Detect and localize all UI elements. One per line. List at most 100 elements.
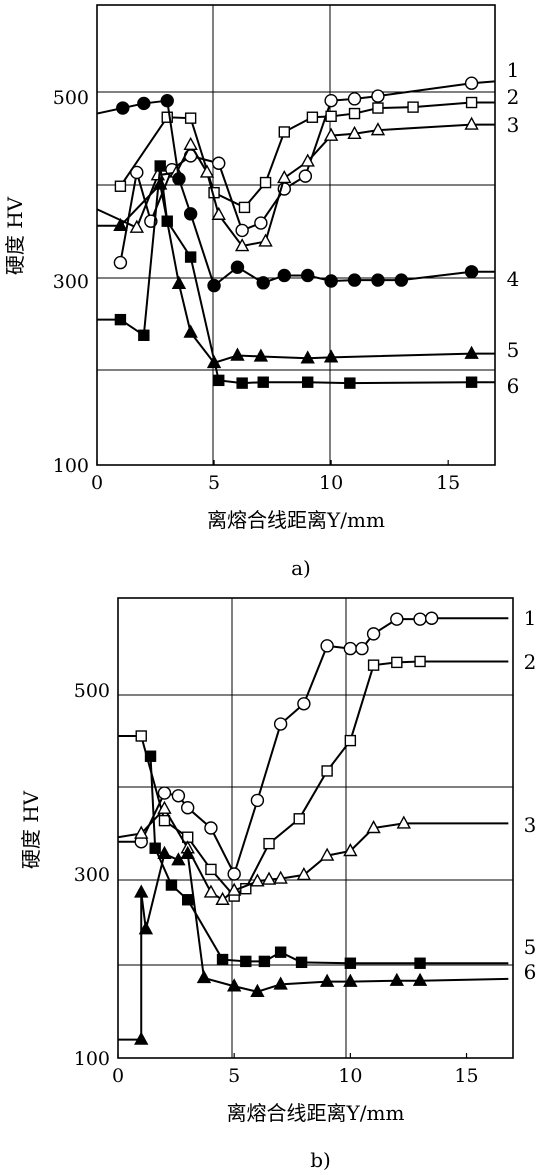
data-point xyxy=(113,255,128,270)
series-label: 5 xyxy=(524,935,537,959)
data-point xyxy=(366,627,381,641)
series-line xyxy=(117,807,509,901)
data-point xyxy=(343,843,358,857)
data-point xyxy=(135,730,147,742)
data-point xyxy=(137,96,151,111)
data-point xyxy=(298,169,313,183)
data-point xyxy=(300,350,315,364)
data-point xyxy=(161,215,173,227)
y-tick-label: 100 xyxy=(53,455,89,477)
x-axis-label: 离熔合线距离Y/mm xyxy=(227,1101,405,1125)
data-point xyxy=(301,268,315,283)
data-point xyxy=(216,953,229,966)
data-point xyxy=(277,169,292,184)
series-line xyxy=(149,756,509,965)
data-point xyxy=(250,793,265,808)
data-point xyxy=(371,89,385,103)
data-point xyxy=(213,374,225,387)
plot-frame xyxy=(117,597,514,1059)
data-point xyxy=(171,789,186,803)
data-point xyxy=(250,873,265,887)
data-point xyxy=(414,957,426,969)
data-point xyxy=(183,136,198,151)
data-point xyxy=(205,863,217,876)
data-point xyxy=(273,976,288,990)
series-6: 6 xyxy=(118,845,536,1045)
data-point xyxy=(278,126,290,138)
data-point xyxy=(113,217,128,232)
data-point xyxy=(199,164,215,178)
data-point xyxy=(184,112,197,124)
data-point xyxy=(371,273,385,287)
data-point xyxy=(171,275,187,289)
y-tick-label: 300 xyxy=(53,271,89,293)
data-point xyxy=(293,813,305,825)
data-point xyxy=(295,956,308,969)
data-point xyxy=(296,866,312,881)
data-point xyxy=(171,852,186,866)
plot-frame xyxy=(96,4,496,466)
data-point xyxy=(347,273,362,287)
x-tick-label: 15 xyxy=(436,472,460,494)
x-tick-label: 5 xyxy=(208,472,220,494)
series-label: 1 xyxy=(507,58,520,82)
data-point xyxy=(390,612,404,626)
series-label: 2 xyxy=(507,85,520,109)
data-point xyxy=(274,946,287,958)
data-point xyxy=(464,345,479,359)
data-point xyxy=(297,697,311,711)
series-2: 2 xyxy=(114,85,520,214)
data-point xyxy=(465,376,478,388)
data-point xyxy=(144,750,157,762)
data-point xyxy=(344,734,357,747)
x-tick-label: 10 xyxy=(338,1065,362,1087)
data-point xyxy=(250,983,265,997)
y-axis-label: 硬度 HV xyxy=(19,790,43,869)
data-point xyxy=(227,867,241,881)
series-label: 3 xyxy=(507,113,520,137)
series-line xyxy=(96,123,495,248)
data-point xyxy=(389,972,405,986)
data-point xyxy=(263,837,275,850)
data-point xyxy=(344,957,357,969)
data-point xyxy=(196,969,212,984)
data-point xyxy=(366,820,381,834)
data-point xyxy=(236,377,248,389)
data-point xyxy=(207,278,221,293)
data-point xyxy=(464,76,479,90)
x-axis-label: 离熔合线距离Y/mm xyxy=(207,508,385,532)
series-6: 6 xyxy=(97,160,520,398)
data-point xyxy=(226,978,242,992)
data-point xyxy=(158,814,171,827)
data-point xyxy=(129,219,144,233)
data-point xyxy=(325,110,337,123)
x-tick-label: 5 xyxy=(228,1065,240,1087)
series-label: 6 xyxy=(507,374,520,398)
data-point xyxy=(253,348,269,362)
data-point xyxy=(412,972,428,986)
data-point xyxy=(413,612,427,626)
data-point xyxy=(355,641,369,656)
data-point xyxy=(234,238,250,252)
data-point xyxy=(254,216,268,230)
data-point xyxy=(324,93,338,108)
data-point xyxy=(323,127,339,141)
series-1: 1 xyxy=(113,58,520,270)
data-point xyxy=(464,265,479,279)
data-point xyxy=(183,324,198,338)
data-point xyxy=(424,611,439,625)
data-point xyxy=(211,206,226,220)
data-point xyxy=(181,801,195,815)
panel-label: b) xyxy=(310,1148,331,1172)
data-point xyxy=(204,821,218,835)
series-label: 4 xyxy=(507,267,520,291)
data-point xyxy=(238,201,251,214)
data-point xyxy=(344,377,356,389)
data-point xyxy=(407,101,419,113)
data-point xyxy=(184,251,197,263)
data-point xyxy=(134,884,149,898)
series-3: 3 xyxy=(117,800,536,905)
series-3: 3 xyxy=(96,113,520,252)
data-point xyxy=(160,93,174,108)
